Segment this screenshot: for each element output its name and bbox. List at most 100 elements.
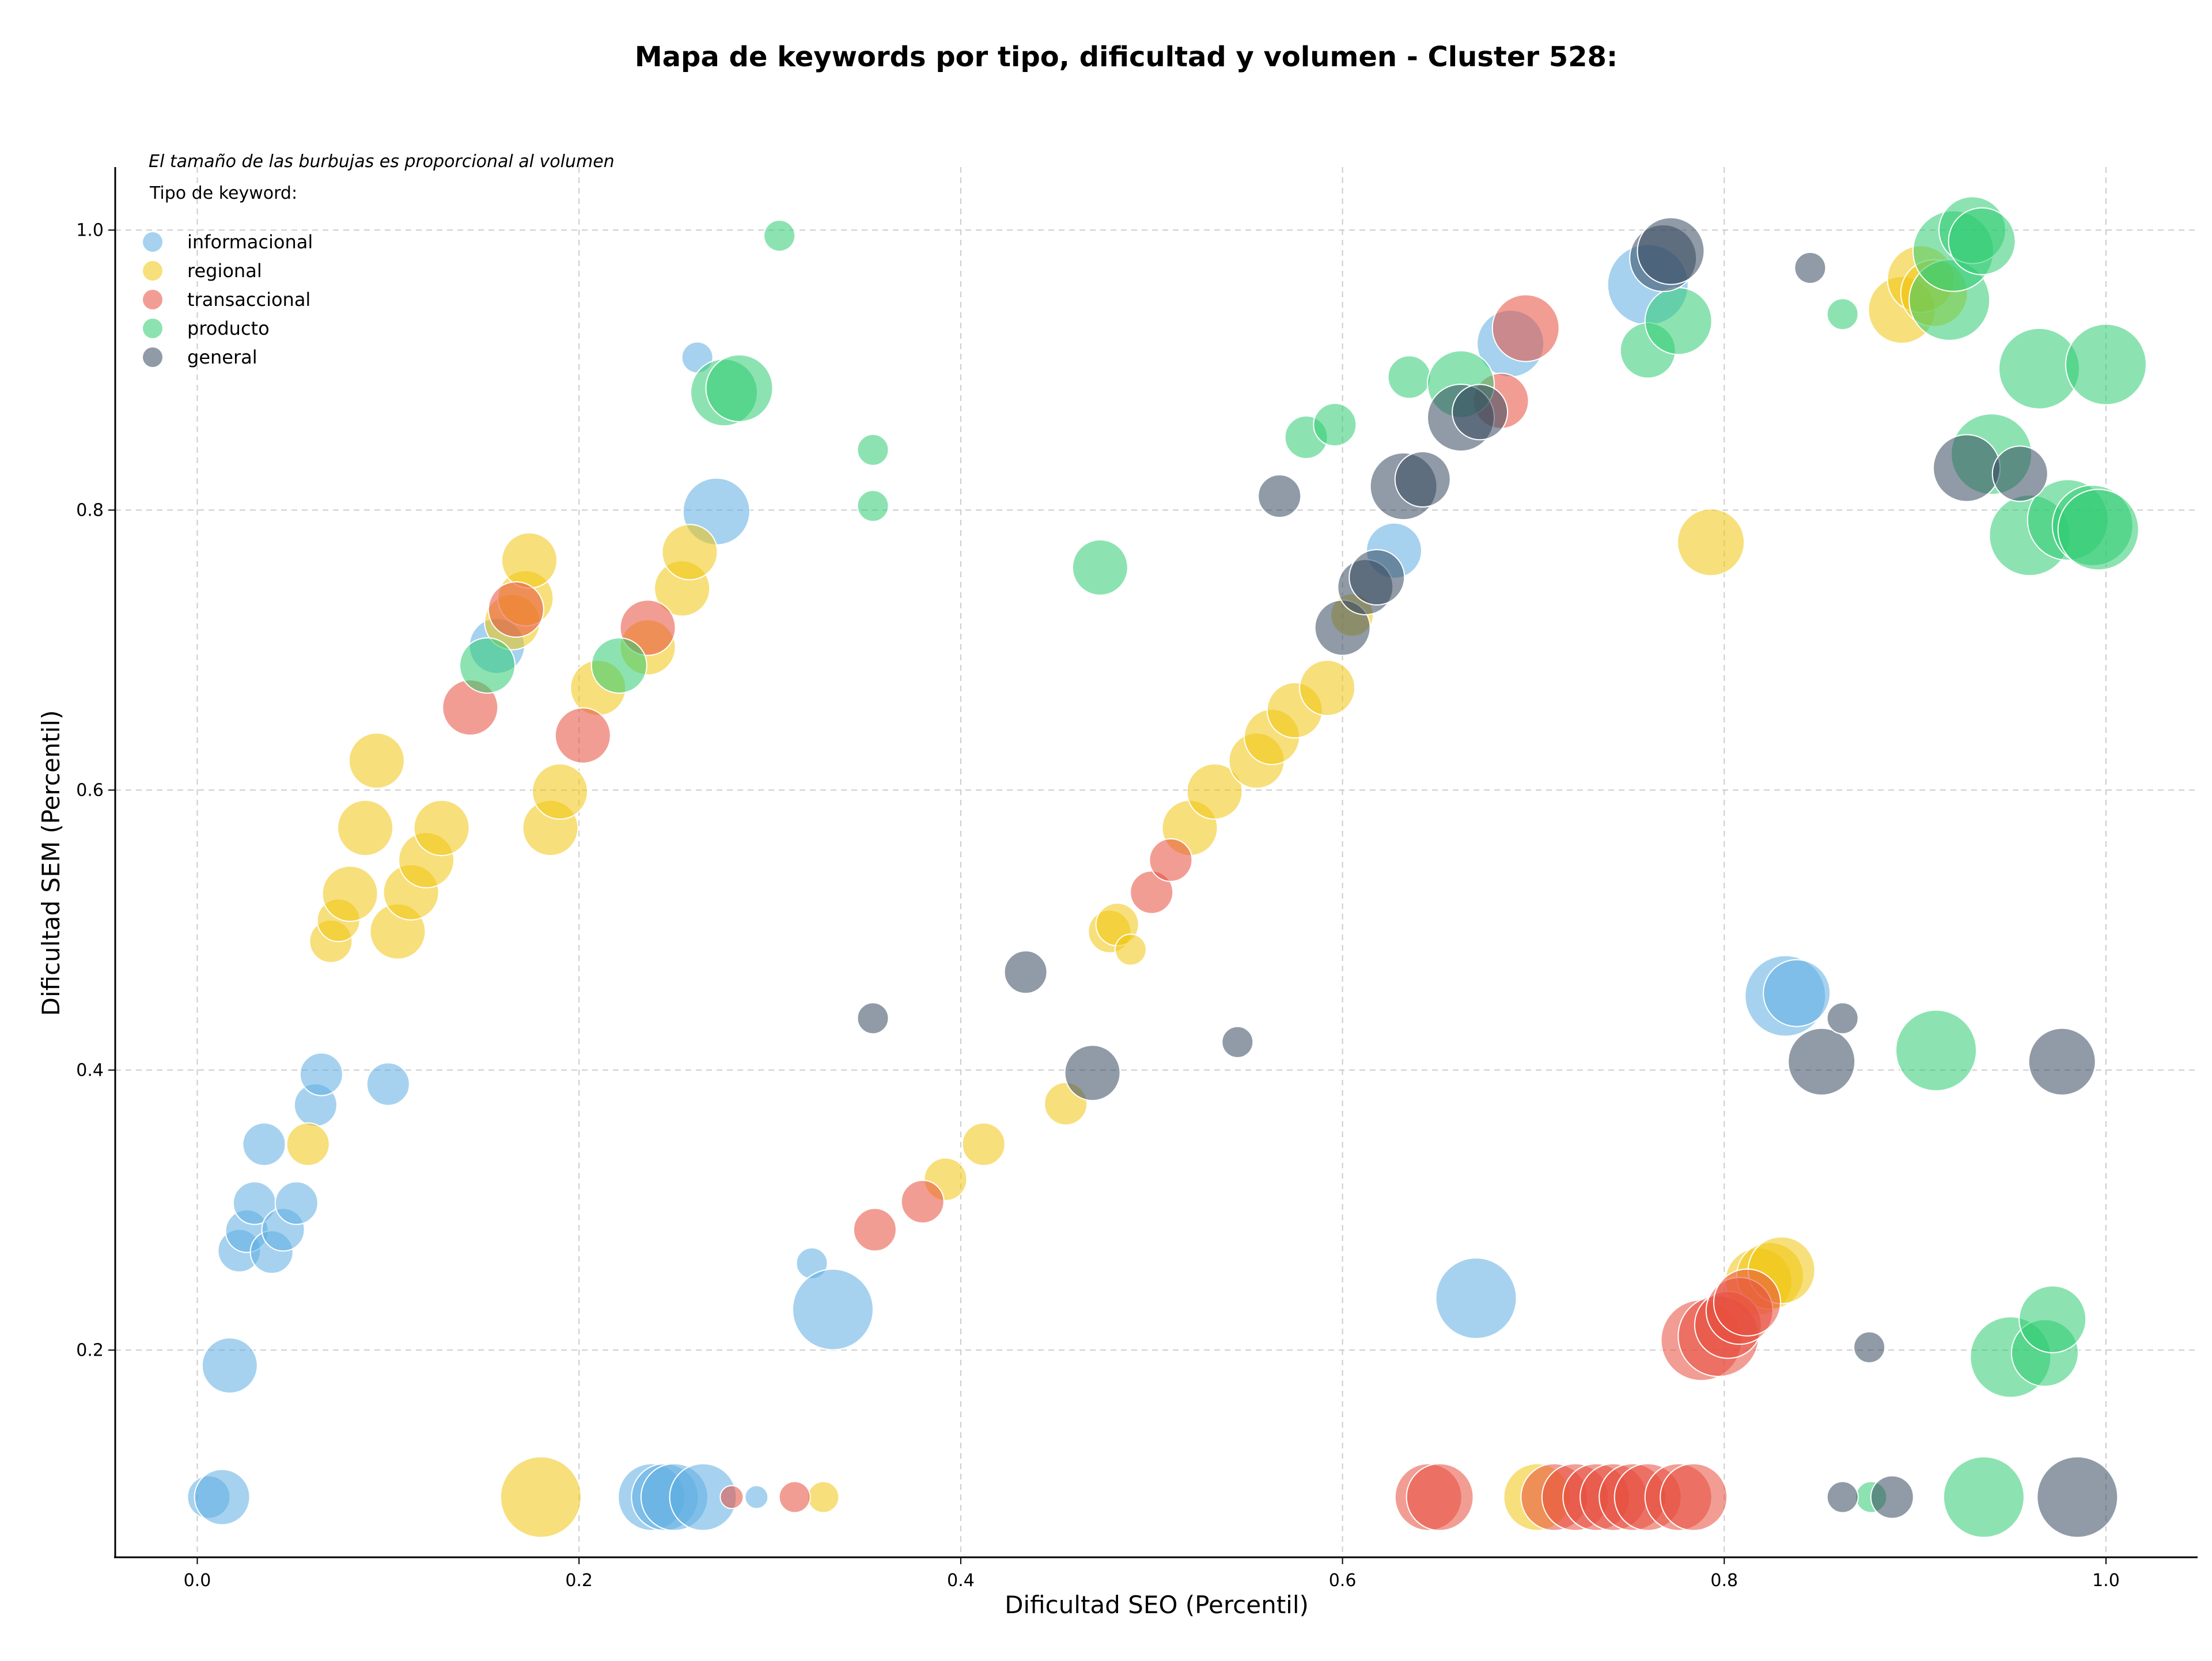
bubble-general	[1933, 434, 2001, 502]
bubble-regional	[1114, 933, 1147, 966]
bubble-producto	[2057, 489, 2139, 571]
x-tick-label: 0.6	[1329, 1571, 1357, 1591]
legend-label-general: general	[187, 346, 257, 368]
bubble-informacional	[194, 1469, 251, 1526]
x-tick-label: 0.0	[184, 1571, 211, 1591]
bubble-informacional	[242, 1122, 286, 1167]
bubble-informacional	[274, 1181, 319, 1225]
bubble-producto	[1895, 1009, 1978, 1092]
bubble-transaccional	[487, 581, 544, 638]
bubble-regional	[337, 800, 394, 856]
bubbles	[187, 196, 2147, 1538]
bubble-informacional	[1435, 1257, 1517, 1340]
bubble-general	[1003, 950, 1048, 994]
bubble-producto	[857, 490, 889, 523]
bubble-regional	[499, 1456, 582, 1538]
legend-marker-informacional	[143, 232, 162, 252]
bubble-transaccional	[853, 1208, 897, 1252]
bubble-general	[1452, 384, 1509, 441]
bubble-producto	[1313, 403, 1357, 447]
bubble-general	[1794, 252, 1827, 284]
bubble-general	[1826, 1481, 1859, 1514]
bubble-producto	[1948, 207, 2016, 275]
bubble-general	[2028, 1027, 2096, 1096]
bubble-producto	[590, 637, 647, 694]
bubble-general	[1870, 1475, 1914, 1519]
bubble-regional	[286, 1122, 330, 1167]
bubble-transaccional	[719, 1485, 744, 1509]
legend-label-regional: regional	[187, 260, 262, 282]
x-tick-label: 0.2	[565, 1571, 593, 1591]
bubble-transaccional	[778, 1481, 811, 1514]
bubble-regional	[961, 1122, 1006, 1167]
legend-title: Tipo de keyword:	[149, 183, 297, 203]
legend-marker-general	[143, 347, 162, 367]
bubble-general	[1349, 549, 1406, 606]
bubble-producto	[1071, 539, 1128, 596]
y-tick-label: 0.8	[76, 500, 104, 520]
bubble-informacional	[201, 1337, 258, 1394]
bubble-regional	[661, 524, 718, 581]
bubble-producto	[2018, 1285, 2087, 1353]
bubble-general	[1221, 1026, 1254, 1058]
ticks: 0.0 0.2 0.4 0.6 0.8 1.0 0.2 0.4 0.6 0.8 1.0	[76, 220, 2120, 1591]
bubble-producto	[763, 220, 796, 252]
bubble-transaccional	[1406, 1463, 1474, 1531]
legend: informacional regional transaccional produc…	[143, 231, 313, 368]
bubble-transaccional	[554, 707, 611, 764]
grid-lines	[115, 167, 2198, 1557]
bubble-regional	[413, 800, 470, 856]
bubble-informacional	[299, 1052, 343, 1096]
legend-marker-regional	[143, 261, 162, 281]
y-tick-label: 0.2	[76, 1340, 104, 1360]
x-tick-label: 0.4	[947, 1571, 975, 1591]
bubble-regional	[348, 732, 405, 789]
bubble-general	[857, 1002, 889, 1035]
bubble-transaccional	[1130, 870, 1174, 914]
bubble-producto	[1644, 287, 1713, 355]
bubble-general	[1064, 1045, 1121, 1102]
bubble-transaccional	[1713, 1268, 1781, 1337]
bubble-general	[1826, 1002, 1859, 1035]
bubble-general	[1257, 474, 1302, 519]
bubble-general	[1991, 445, 2048, 502]
bubble-general	[2036, 1456, 2119, 1538]
bubble-producto	[705, 354, 774, 422]
bubble-regional	[1299, 660, 1356, 716]
bubble-regional	[321, 865, 378, 922]
bubble-regional	[532, 763, 588, 820]
x-tick-label: 1.0	[2092, 1571, 2120, 1591]
bubble-producto	[1942, 1456, 2025, 1538]
bubble-informacional	[366, 1062, 410, 1106]
y-tick-label: 1.0	[76, 220, 104, 240]
bubble-general	[1787, 1027, 1856, 1096]
x-tick-label: 0.8	[1710, 1571, 1738, 1591]
bubble-producto	[857, 433, 889, 466]
bubble-producto	[1826, 298, 1859, 331]
x-axis-label: Dificultad SEO (Percentil)	[1005, 1591, 1309, 1619]
legend-label-informacional: informacional	[187, 231, 313, 253]
bubble-transaccional	[900, 1179, 945, 1224]
chart-title: Mapa de keywords por tipo, dificultad y …	[635, 41, 1618, 73]
bubble-producto	[1387, 355, 1431, 399]
bubble-general	[1394, 451, 1451, 508]
legend-marker-producto	[143, 319, 162, 338]
bubble-producto	[459, 637, 516, 694]
bubble-transaccional	[1660, 1463, 1728, 1531]
legend-label-transaccional: transaccional	[187, 289, 310, 311]
bubble-informacional	[1763, 959, 1831, 1027]
bubble-regional	[501, 532, 558, 589]
bubble-transaccional	[1491, 294, 1560, 362]
bubble-size-note: El tamaño de las burbujas es proporciona…	[149, 152, 615, 172]
axes	[114, 167, 2198, 1558]
bubble-general	[1853, 1331, 1886, 1364]
y-tick-label: 0.4	[76, 1060, 104, 1080]
bubble-regional	[807, 1481, 840, 1514]
bubble-general	[1637, 217, 1705, 285]
bubble-informacional	[744, 1485, 769, 1509]
bubble-regional	[1677, 508, 1745, 577]
legend-label-producto: producto	[187, 317, 270, 339]
bubble-regional	[1186, 763, 1243, 820]
legend-marker-transaccional	[143, 290, 162, 309]
